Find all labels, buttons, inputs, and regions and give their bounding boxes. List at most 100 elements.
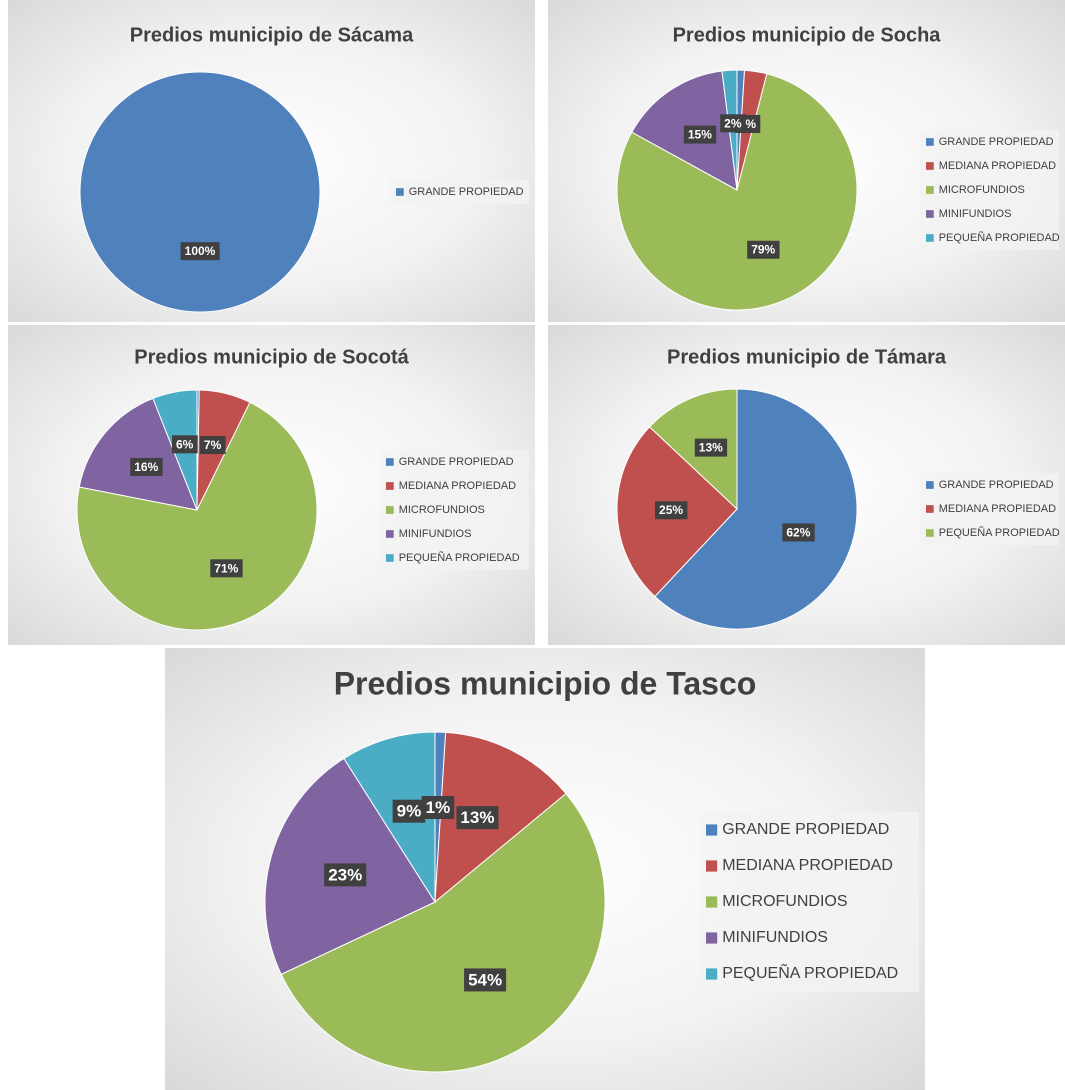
legend-box: [920, 130, 1059, 250]
legend-swatch: [926, 505, 934, 513]
legend-label: GRANDE PROPIEDAD: [399, 456, 514, 468]
legend-label: GRANDE PROPIEDAD: [939, 136, 1054, 148]
legend-label: MICROFUNDIOS: [399, 504, 485, 516]
legend-label: GRANDE PROPIEDAD: [939, 479, 1054, 491]
data-label-text: 9%: [397, 802, 422, 821]
chart-panel: Predios municipio de Sácama 100% GRANDE PR…: [8, 0, 535, 322]
legend-label: PEQUEÑA PROPIEDAD: [939, 526, 1060, 539]
data-label: 62%: [782, 523, 815, 542]
pie-slice: [76, 401, 318, 631]
label-box: [180, 242, 220, 261]
legend-label: MINIFUNDIOS: [939, 208, 1012, 220]
data-label: 16%: [130, 457, 163, 476]
pie-slice: [78, 397, 198, 511]
data-label-text: 15%: [688, 128, 712, 142]
legend-swatch: [926, 162, 934, 170]
data-label: 79%: [747, 240, 780, 259]
legend-swatch: [926, 138, 934, 146]
legend-box: [920, 473, 1059, 545]
data-label-text: 16%: [134, 460, 158, 474]
chart-title: Predios municipio de Sácama: [130, 24, 414, 46]
legend-label: PEQUEÑA PROPIEDAD: [399, 551, 520, 564]
chart-title: Predios municipio de Socha: [673, 24, 942, 46]
data-label-text: 100%: [185, 244, 216, 258]
legend-label: MEDIANA PROPIEDAD: [939, 160, 1056, 172]
data-label: 13%: [456, 806, 499, 830]
data-label-text: 13%: [460, 808, 494, 827]
data-label-text: 1%: [426, 798, 451, 817]
pie-slice: [79, 71, 321, 313]
legend-swatch: [396, 188, 404, 196]
data-label: 15%: [683, 125, 717, 144]
data-label: 1%: [421, 796, 455, 820]
data-label: 9%: [392, 799, 426, 823]
label-box: [782, 523, 815, 542]
legend-label: MICROFUNDIOS: [939, 184, 1025, 196]
label-box: [324, 863, 367, 887]
chart-panel: Predios municipio de Socotá 7% 71% 16% 6% GRA…: [8, 325, 535, 645]
chart-title: Predios municipio de Tasco: [334, 665, 757, 701]
label-box: [210, 559, 243, 578]
chart: Predios municipio de Socha3%79%15%2%GRAN…: [616, 24, 1060, 311]
legend-swatch: [926, 210, 934, 218]
legend-swatch: [386, 458, 394, 466]
legend-box: [700, 812, 919, 992]
legend-label: MEDIANA PROPIEDAD: [399, 480, 516, 492]
label-box: [683, 125, 717, 144]
chart: Predios municipio de Tasco 1% 13% 54% 23% 9% G…: [264, 665, 919, 1073]
legend-swatch: [706, 824, 718, 836]
chart-panel: Predios municipio de Socha 3% 79% 15% 2% GRAN…: [548, 0, 1065, 322]
data-label-text: 54%: [468, 970, 502, 989]
chart-panel: Predios municipio de Támara 62% 25% 13% GRAN…: [548, 325, 1065, 645]
chart: Predios municipio de Socotá 7% 71% 16% 6% GRA…: [76, 346, 529, 631]
data-label-text: 6%: [176, 437, 194, 451]
chart-panel: Predios municipio de Tasco 1% 13% 54% 23% 9% G…: [165, 648, 925, 1090]
data-label-text: 2%: [724, 116, 742, 130]
legend-label: PEQUEÑA PROPIEDAD: [722, 962, 898, 982]
pie-slice: [654, 388, 858, 630]
legend-swatch: [706, 968, 718, 980]
legend-swatch: [926, 529, 934, 537]
data-label: 13%: [694, 438, 728, 457]
legend-label: MINIFUNDIOS: [399, 528, 472, 540]
data-label-text: 23%: [328, 865, 362, 884]
chart-title: Predios municipio de Támara: [667, 346, 947, 368]
data-label-text: 71%: [214, 561, 238, 575]
label-box: [694, 438, 728, 457]
data-label-text: 25%: [659, 503, 683, 517]
data-label: 6%: [171, 435, 198, 454]
pie-slice: [434, 731, 567, 904]
legend-swatch: [386, 530, 394, 538]
chart-title: Predios municipio de Socotá: [134, 346, 409, 368]
legend-label: MINIFUNDIOS: [722, 929, 828, 946]
data-label: 100%: [180, 242, 220, 261]
data-label: 2%: [720, 114, 746, 133]
legend-swatch: [926, 234, 934, 242]
legend-swatch: [706, 860, 718, 872]
legend-swatch: [386, 554, 394, 562]
label-box: [171, 435, 198, 454]
label-box: [456, 806, 499, 830]
pie-slice: [343, 731, 436, 904]
pie-slice: [280, 792, 606, 1073]
legend-label: GRANDE PROPIEDAD: [409, 186, 524, 198]
chart: Predios municipio de Támara 62% 25% 13% GRAN…: [616, 346, 1060, 630]
label-box: [421, 796, 455, 820]
data-label-text: 13%: [699, 441, 723, 455]
legend-label: MICROFUNDIOS: [722, 893, 847, 910]
label-box: [747, 240, 780, 259]
label-box: [392, 799, 426, 823]
legend-label: PEQUEÑA PROPIEDAD: [939, 231, 1060, 244]
data-label-text: 7%: [204, 438, 222, 452]
pie-slice: [648, 388, 738, 511]
data-label-text: 62%: [786, 525, 810, 539]
legend-label: MEDIANA PROPIEDAD: [722, 857, 893, 874]
data-label: 71%: [210, 559, 243, 578]
legend-label: GRANDE PROPIEDAD: [722, 821, 889, 838]
legend-swatch: [386, 506, 394, 514]
data-label: 25%: [655, 501, 688, 520]
label-box: [720, 114, 746, 133]
label-box: [130, 457, 163, 476]
label-box: [199, 436, 226, 455]
